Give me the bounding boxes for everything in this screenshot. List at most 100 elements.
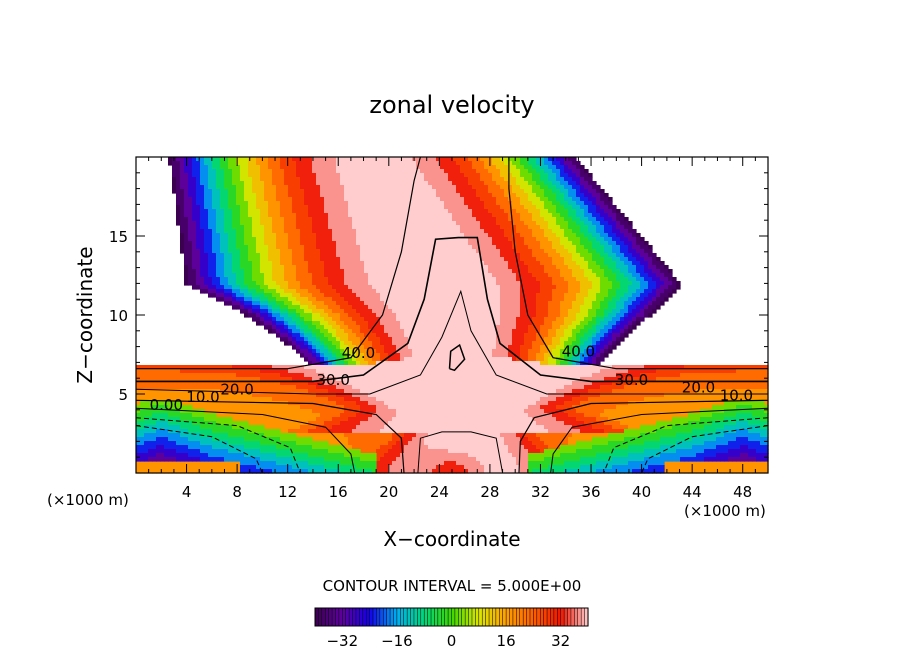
field-cell xyxy=(280,225,285,230)
field-cell xyxy=(204,225,209,230)
field-cell xyxy=(456,325,461,330)
field-cell xyxy=(376,217,381,222)
field-cell xyxy=(348,177,353,182)
field-cell xyxy=(376,261,381,266)
field-cell xyxy=(372,301,377,306)
field-cell xyxy=(212,213,217,218)
field-cell xyxy=(428,329,433,334)
field-cell xyxy=(308,205,313,210)
field-cell xyxy=(448,229,453,234)
field-cell xyxy=(528,273,533,278)
field-cell xyxy=(260,221,265,226)
field-cell xyxy=(416,225,421,230)
field-cell xyxy=(232,257,237,262)
field-cell xyxy=(444,265,449,270)
field-cell xyxy=(364,333,369,338)
field-cell xyxy=(384,297,389,302)
field-cell xyxy=(188,237,193,242)
field-cell xyxy=(368,189,373,194)
field-cell xyxy=(252,181,257,186)
field-cell xyxy=(624,325,629,330)
field-cell xyxy=(648,313,653,318)
field-cell xyxy=(580,265,585,270)
field-cell xyxy=(280,213,285,218)
field-cell xyxy=(588,301,593,306)
field-cell xyxy=(320,293,325,298)
field-cell xyxy=(252,229,257,234)
field-cell xyxy=(432,277,437,282)
field-cell xyxy=(536,221,541,226)
field-cell xyxy=(480,173,485,178)
field-cell xyxy=(428,313,433,318)
field-cell xyxy=(188,249,193,254)
field-cell xyxy=(564,185,569,190)
field-cell xyxy=(196,233,201,238)
field-cell xyxy=(216,213,221,218)
field-cell xyxy=(472,201,477,206)
field-cell xyxy=(408,189,413,194)
field-cell xyxy=(432,233,437,238)
field-cell xyxy=(492,241,497,246)
field-cell xyxy=(308,161,313,166)
field-cell xyxy=(324,201,329,206)
field-cell xyxy=(568,305,573,310)
field-cell xyxy=(328,209,333,214)
field-cell xyxy=(548,289,553,294)
field-cell xyxy=(280,165,285,170)
field-cell xyxy=(584,329,589,334)
field-cell xyxy=(360,241,365,246)
field-cell xyxy=(496,205,501,210)
field-cell xyxy=(392,329,397,334)
field-cell xyxy=(496,329,501,334)
field-cell xyxy=(460,197,465,202)
field-cell xyxy=(324,305,329,310)
field-cell xyxy=(636,269,641,274)
field-cell xyxy=(208,197,213,202)
field-cell xyxy=(452,173,457,178)
field-cell xyxy=(556,305,561,310)
field-cell xyxy=(496,325,501,330)
field-cell xyxy=(244,285,249,290)
field-cell xyxy=(620,253,625,258)
field-cell xyxy=(588,297,593,302)
field-cell xyxy=(312,277,317,282)
field-cell xyxy=(392,237,397,242)
field-cell xyxy=(368,213,373,218)
field-cell xyxy=(496,245,501,250)
field-cell xyxy=(276,213,281,218)
field-cell xyxy=(316,245,321,250)
field-cell xyxy=(240,213,245,218)
field-cell xyxy=(196,249,201,254)
field-cell xyxy=(632,317,637,322)
field-cell xyxy=(240,185,245,190)
field-cell xyxy=(484,333,489,338)
field-cell xyxy=(284,277,289,282)
field-cell xyxy=(264,241,269,246)
field-cell xyxy=(384,229,389,234)
field-cell xyxy=(348,273,353,278)
field-cell xyxy=(228,181,233,186)
field-cell xyxy=(604,273,609,278)
field-cell xyxy=(252,197,257,202)
field-cell xyxy=(492,313,497,318)
field-cell xyxy=(240,253,245,258)
field-cell xyxy=(436,189,441,194)
field-cell xyxy=(288,197,293,202)
field-cell xyxy=(488,173,493,178)
field-cell xyxy=(388,161,393,166)
field-cell xyxy=(248,225,253,230)
field-cell xyxy=(220,205,225,210)
field-cell xyxy=(312,177,317,182)
field-cell xyxy=(504,313,509,318)
field-cell xyxy=(216,193,221,198)
field-cell xyxy=(524,333,529,338)
field-cell xyxy=(196,205,201,210)
field-cell xyxy=(192,173,197,178)
field-cell xyxy=(332,325,337,330)
field-cell xyxy=(516,285,521,290)
field-cell xyxy=(524,177,529,182)
field-cell xyxy=(300,265,305,270)
field-cell xyxy=(540,309,545,314)
field-cell xyxy=(368,261,373,266)
field-cell xyxy=(376,297,381,302)
